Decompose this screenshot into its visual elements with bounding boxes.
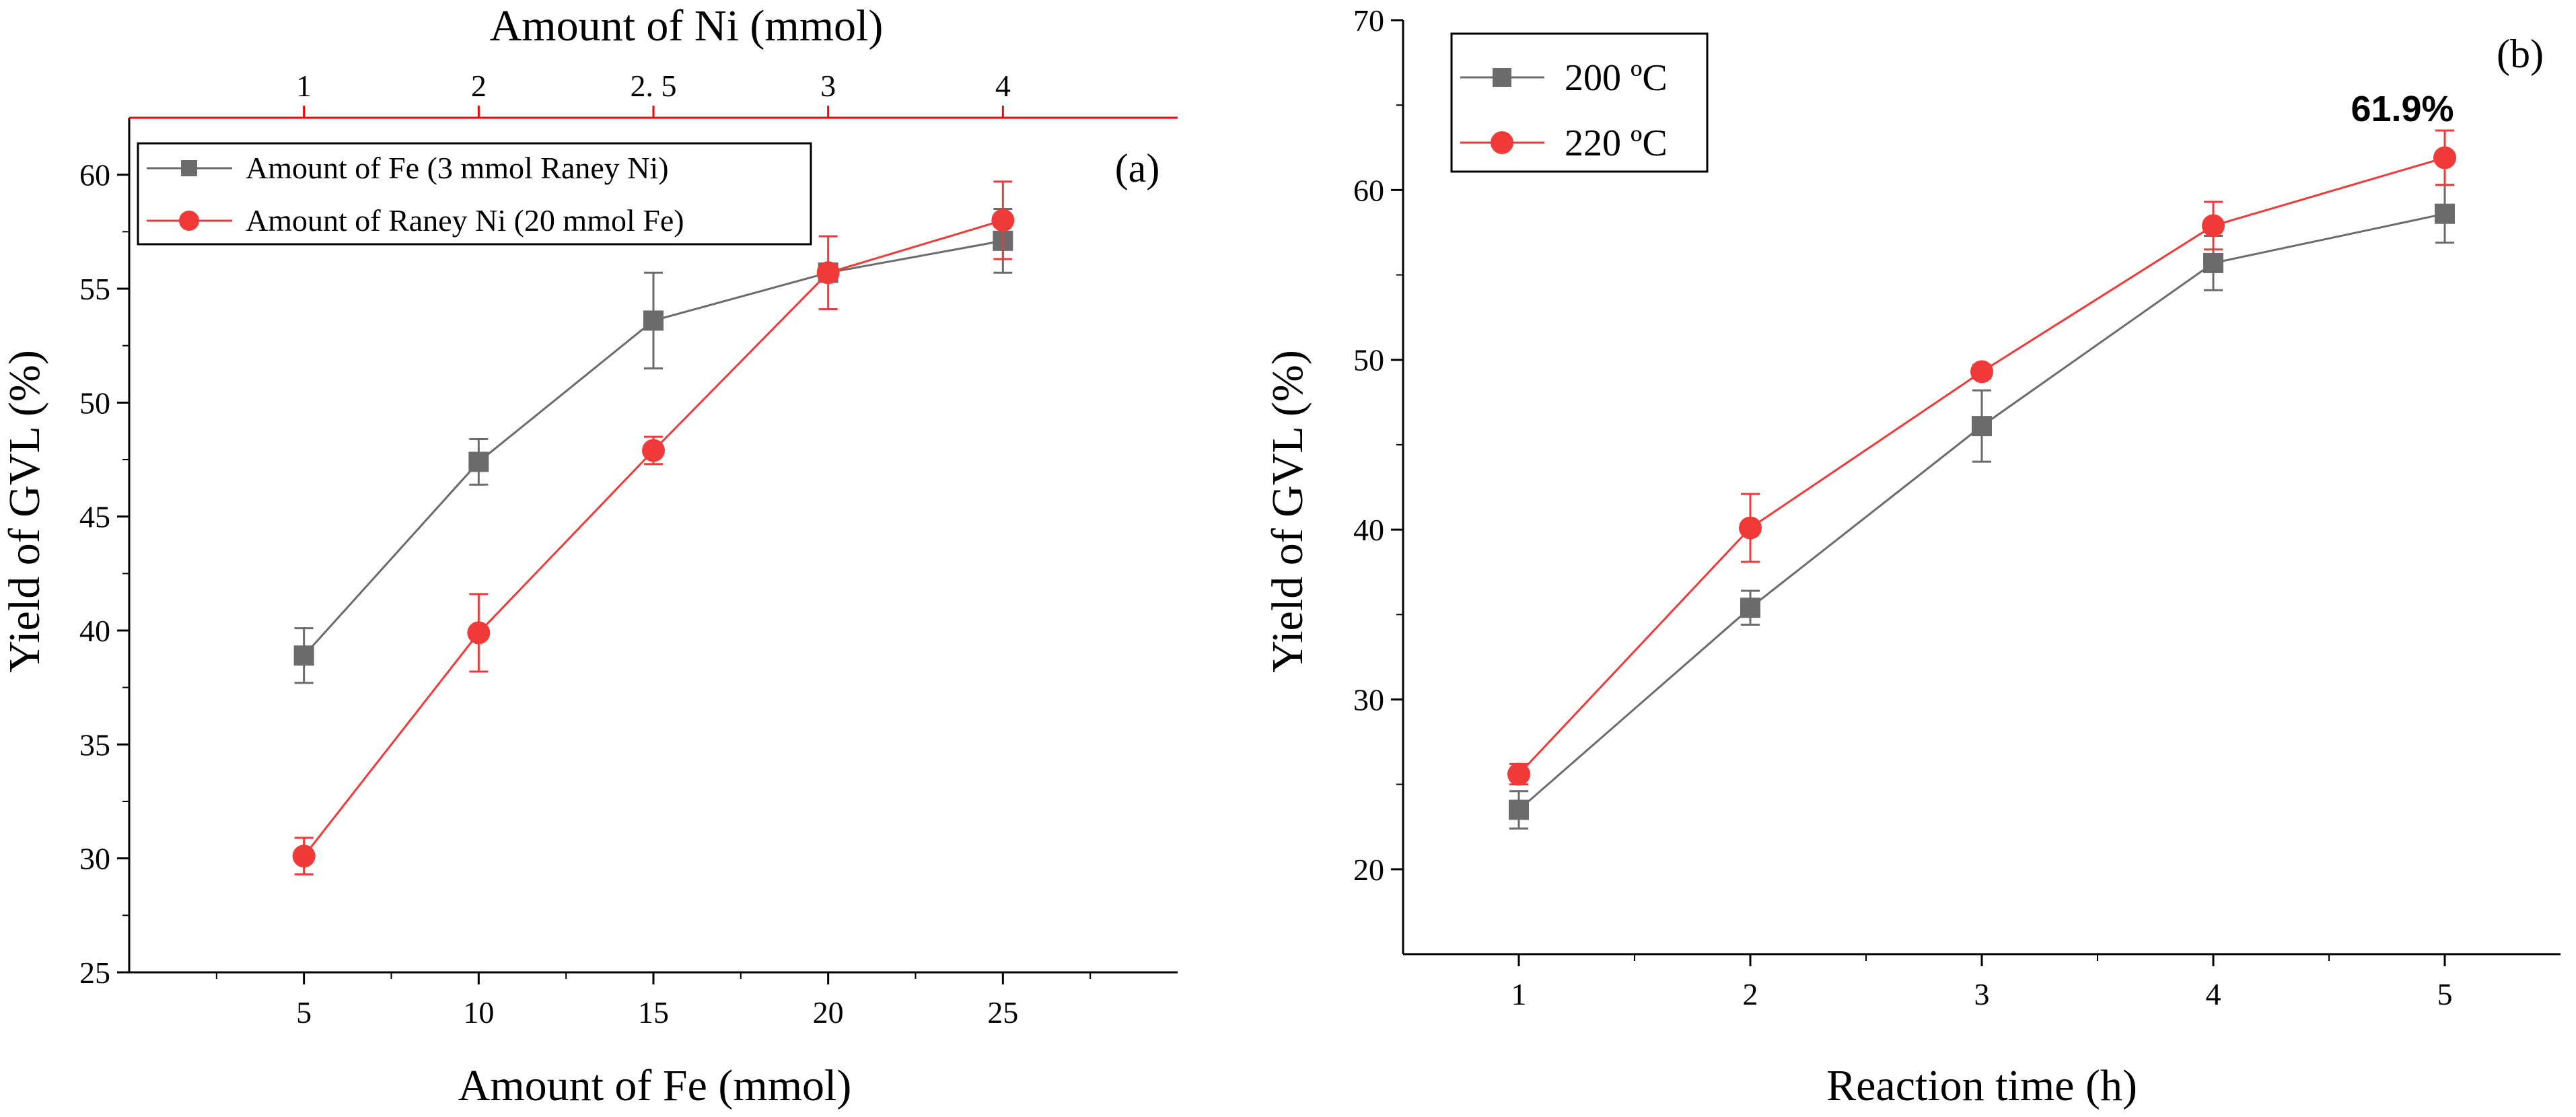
x-tick-label-0-4: 25	[987, 995, 1018, 1030]
data-point-1-1-4	[2433, 146, 2456, 170]
top-axis-title: Amount of Ni (mmol)	[490, 1, 884, 50]
y-axis-title-a: Yield of GVL (%)	[0, 350, 49, 673]
legend-box-a	[137, 142, 812, 246]
y-tick-label-1-0: 20	[1353, 853, 1384, 887]
data-point-0-1-2	[642, 439, 665, 462]
x-tick-label-1-0: 1	[1511, 977, 1527, 1011]
x-tick-label-0-3: 20	[813, 995, 844, 1030]
y-tick-label-0-1: 30	[79, 842, 110, 876]
panel-b: (b) 61.9% Reaction time (h) Yield of GVL…	[1263, 3, 2561, 1110]
data-point-0-0-0	[293, 645, 314, 666]
data-point-0-1-1	[467, 621, 491, 645]
y-axis-title-b: Yield of GVL (%)	[1263, 350, 1312, 673]
legend-marker-a-1	[179, 211, 199, 231]
top-tick-label-4: 4	[995, 69, 1011, 103]
data-point-1-1-3	[2202, 214, 2225, 238]
legend-label-b-1: 220 ºC	[1565, 122, 1668, 164]
data-point-1-1-2	[1970, 360, 1993, 384]
x-tick-label-1-4: 5	[2437, 977, 2453, 1011]
series-line-1-1	[1517, 156, 2445, 775]
panel-a: Amount of Ni (mmol) (a) Amount of Fe (mm…	[0, 1, 1178, 1110]
y-tick-label-0-0: 25	[79, 956, 110, 990]
legend-marker-b-0	[1493, 68, 1511, 87]
data-point-1-0-4	[2435, 203, 2455, 224]
y-tick-label-0-2: 35	[79, 727, 110, 762]
data-point-1-0-2	[1972, 416, 1992, 437]
x-tick-label-0-1: 10	[463, 995, 494, 1030]
y-tick-label-0-3: 40	[79, 614, 110, 648]
y-tick-label-0-6: 55	[79, 272, 110, 306]
data-point-1-0-0	[1509, 799, 1529, 820]
panel-label-b: (b)	[2497, 32, 2544, 76]
data-point-0-0-1	[468, 452, 489, 472]
data-point-0-1-4	[991, 209, 1015, 232]
x-tick-label-1-1: 2	[1743, 977, 1758, 1011]
data-point-1-0-3	[2203, 252, 2223, 273]
x-axis-title-b: Reaction time (h)	[1826, 1061, 2137, 1110]
series-line-1-0	[1518, 213, 2445, 811]
legend-label-a-1: Amount of Raney Ni (20 mmol Fe)	[246, 203, 684, 238]
y-tick-label-1-3: 50	[1353, 343, 1384, 377]
y-tick-label-0-7: 60	[79, 158, 110, 192]
y-tick-label-1-2: 40	[1353, 513, 1384, 547]
top-tick-label-0: 1	[296, 69, 312, 103]
top-tick-label-1: 2	[471, 69, 487, 103]
y-tick-label-1-5: 70	[1353, 3, 1384, 38]
annotation-61-9: 61.9%	[2351, 89, 2454, 129]
x-tick-label-1-3: 4	[2206, 977, 2221, 1011]
y-tick-label-1-1: 30	[1353, 682, 1384, 717]
legend-a: Amount of Fe (3 mmol Raney Ni) Amount of…	[137, 142, 812, 246]
x-axis-title-a: Amount of Fe (mmol)	[458, 1061, 852, 1110]
data-point-1-1-0	[1507, 762, 1530, 786]
data-point-0-1-3	[816, 261, 840, 285]
data-point-0-1-0	[292, 844, 316, 868]
data-point-0-0-2	[643, 310, 664, 331]
x-tick-label-0-2: 15	[638, 995, 669, 1030]
data-point-1-1-1	[1739, 516, 1762, 540]
legend-label-b-0: 200 ºC	[1565, 57, 1668, 99]
top-tick-label-3: 3	[820, 69, 836, 103]
legend-marker-a-0	[181, 160, 197, 176]
y-tick-label-0-4: 45	[79, 500, 110, 534]
legend-b: 200 ºC 220 ºC	[1450, 32, 1709, 173]
legend-label-a-0: Amount of Fe (3 mmol Raney Ni)	[246, 151, 669, 185]
y-tick-label-1-4: 60	[1353, 173, 1384, 207]
x-tick-label-0-0: 5	[296, 995, 312, 1030]
data-point-1-0-1	[1740, 598, 1760, 618]
panel-label-a: (a)	[1115, 146, 1160, 190]
y-tick-label-0-5: 50	[79, 386, 110, 420]
x-tick-label-1-2: 3	[1974, 977, 1990, 1011]
top-tick-label-2: 2. 5	[631, 69, 677, 103]
legend-marker-b-1	[1491, 131, 1513, 154]
